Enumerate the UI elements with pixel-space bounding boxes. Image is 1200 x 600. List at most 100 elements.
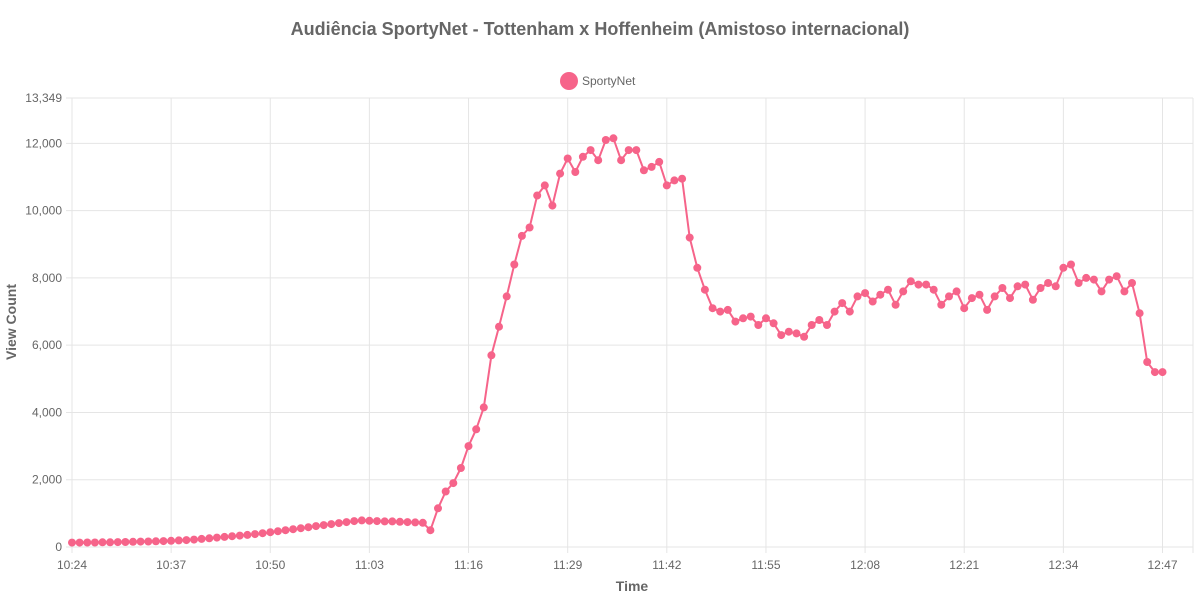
- data-point[interactable]: [205, 534, 214, 543]
- data-point[interactable]: [1097, 287, 1106, 296]
- data-point[interactable]: [517, 231, 526, 240]
- data-point[interactable]: [762, 314, 770, 323]
- data-point[interactable]: [90, 538, 99, 547]
- data-point[interactable]: [868, 297, 877, 306]
- data-point[interactable]: [624, 146, 633, 155]
- data-point[interactable]: [456, 464, 465, 472]
- data-point[interactable]: [746, 312, 755, 321]
- legend[interactable]: SportyNet: [560, 72, 636, 90]
- data-point[interactable]: [861, 289, 870, 298]
- data-point[interactable]: [945, 292, 953, 301]
- data-point[interactable]: [723, 305, 732, 314]
- data-point[interactable]: [853, 292, 862, 301]
- data-point[interactable]: [777, 331, 786, 340]
- data-point[interactable]: [700, 285, 709, 294]
- data-point[interactable]: [1051, 282, 1060, 291]
- data-point[interactable]: [655, 157, 664, 166]
- data-point[interactable]: [220, 532, 229, 541]
- data-point[interactable]: [632, 146, 641, 155]
- data-point[interactable]: [426, 526, 435, 535]
- data-point[interactable]: [708, 304, 717, 313]
- data-point[interactable]: [75, 538, 84, 547]
- data-point[interactable]: [769, 319, 778, 328]
- data-point[interactable]: [678, 174, 687, 183]
- data-point[interactable]: [197, 534, 206, 543]
- data-point[interactable]: [807, 321, 816, 329]
- data-point[interactable]: [540, 181, 549, 190]
- data-point[interactable]: [731, 317, 740, 326]
- data-point[interactable]: [1074, 279, 1083, 287]
- data-point[interactable]: [906, 277, 915, 286]
- data-point[interactable]: [289, 525, 298, 534]
- data-point[interactable]: [914, 280, 923, 289]
- data-point[interactable]: [1021, 280, 1030, 289]
- data-point[interactable]: [739, 314, 748, 323]
- data-point[interactable]: [281, 526, 290, 535]
- data-point[interactable]: [144, 537, 153, 546]
- data-point[interactable]: [563, 154, 572, 163]
- data-point[interactable]: [967, 294, 976, 303]
- data-point[interactable]: [716, 307, 725, 316]
- data-point[interactable]: [342, 518, 351, 527]
- data-point[interactable]: [1150, 368, 1159, 377]
- data-point[interactable]: [83, 538, 92, 547]
- data-point[interactable]: [418, 518, 427, 527]
- data-point[interactable]: [823, 321, 831, 329]
- data-point[interactable]: [174, 536, 183, 545]
- data-point[interactable]: [182, 536, 191, 545]
- data-point[interactable]: [212, 533, 221, 542]
- data-point[interactable]: [1120, 287, 1129, 296]
- data-point[interactable]: [319, 521, 328, 530]
- data-point[interactable]: [1158, 368, 1167, 377]
- data-point[interactable]: [784, 327, 793, 336]
- data-point[interactable]: [792, 329, 801, 338]
- data-point[interactable]: [235, 531, 244, 540]
- data-point[interactable]: [1059, 263, 1068, 272]
- data-point[interactable]: [1135, 309, 1144, 318]
- data-point[interactable]: [327, 520, 336, 529]
- data-point[interactable]: [1044, 279, 1053, 287]
- data-point[interactable]: [472, 425, 481, 434]
- data-point[interactable]: [129, 537, 137, 546]
- data-point[interactable]: [571, 168, 580, 176]
- data-point[interactable]: [525, 223, 534, 232]
- data-point[interactable]: [578, 152, 587, 161]
- data-point[interactable]: [1006, 294, 1014, 303]
- data-point[interactable]: [395, 517, 404, 526]
- data-point[interactable]: [136, 537, 145, 546]
- data-point[interactable]: [373, 517, 381, 526]
- data-point[interactable]: [357, 516, 366, 525]
- data-point[interactable]: [296, 524, 305, 533]
- data-point[interactable]: [106, 538, 115, 547]
- data-point[interactable]: [586, 146, 595, 155]
- data-point[interactable]: [449, 479, 458, 488]
- data-point[interactable]: [334, 519, 343, 528]
- data-point[interactable]: [922, 280, 931, 289]
- data-point[interactable]: [266, 528, 275, 537]
- data-point[interactable]: [1067, 260, 1075, 269]
- data-point[interactable]: [68, 538, 76, 547]
- data-point[interactable]: [556, 169, 565, 178]
- data-point[interactable]: [151, 537, 160, 546]
- data-point[interactable]: [983, 305, 992, 314]
- data-point[interactable]: [273, 527, 282, 536]
- data-point[interactable]: [1112, 272, 1121, 281]
- data-point[interactable]: [365, 516, 374, 525]
- legend-marker-sportynet[interactable]: [560, 72, 578, 90]
- data-point[interactable]: [487, 351, 496, 360]
- data-point[interactable]: [403, 518, 412, 527]
- data-point[interactable]: [937, 300, 946, 309]
- data-point[interactable]: [258, 529, 267, 538]
- data-point[interactable]: [647, 162, 656, 171]
- data-point[interactable]: [312, 522, 320, 531]
- data-point[interactable]: [899, 287, 908, 296]
- data-point[interactable]: [1128, 279, 1136, 287]
- data-point[interactable]: [876, 290, 885, 299]
- data-point[interactable]: [670, 176, 679, 185]
- data-point[interactable]: [548, 201, 557, 210]
- data-point[interactable]: [998, 284, 1007, 292]
- legend-label-sportynet[interactable]: SportyNet: [582, 74, 636, 88]
- data-point[interactable]: [617, 156, 626, 165]
- data-point[interactable]: [594, 156, 603, 165]
- data-point[interactable]: [251, 530, 259, 539]
